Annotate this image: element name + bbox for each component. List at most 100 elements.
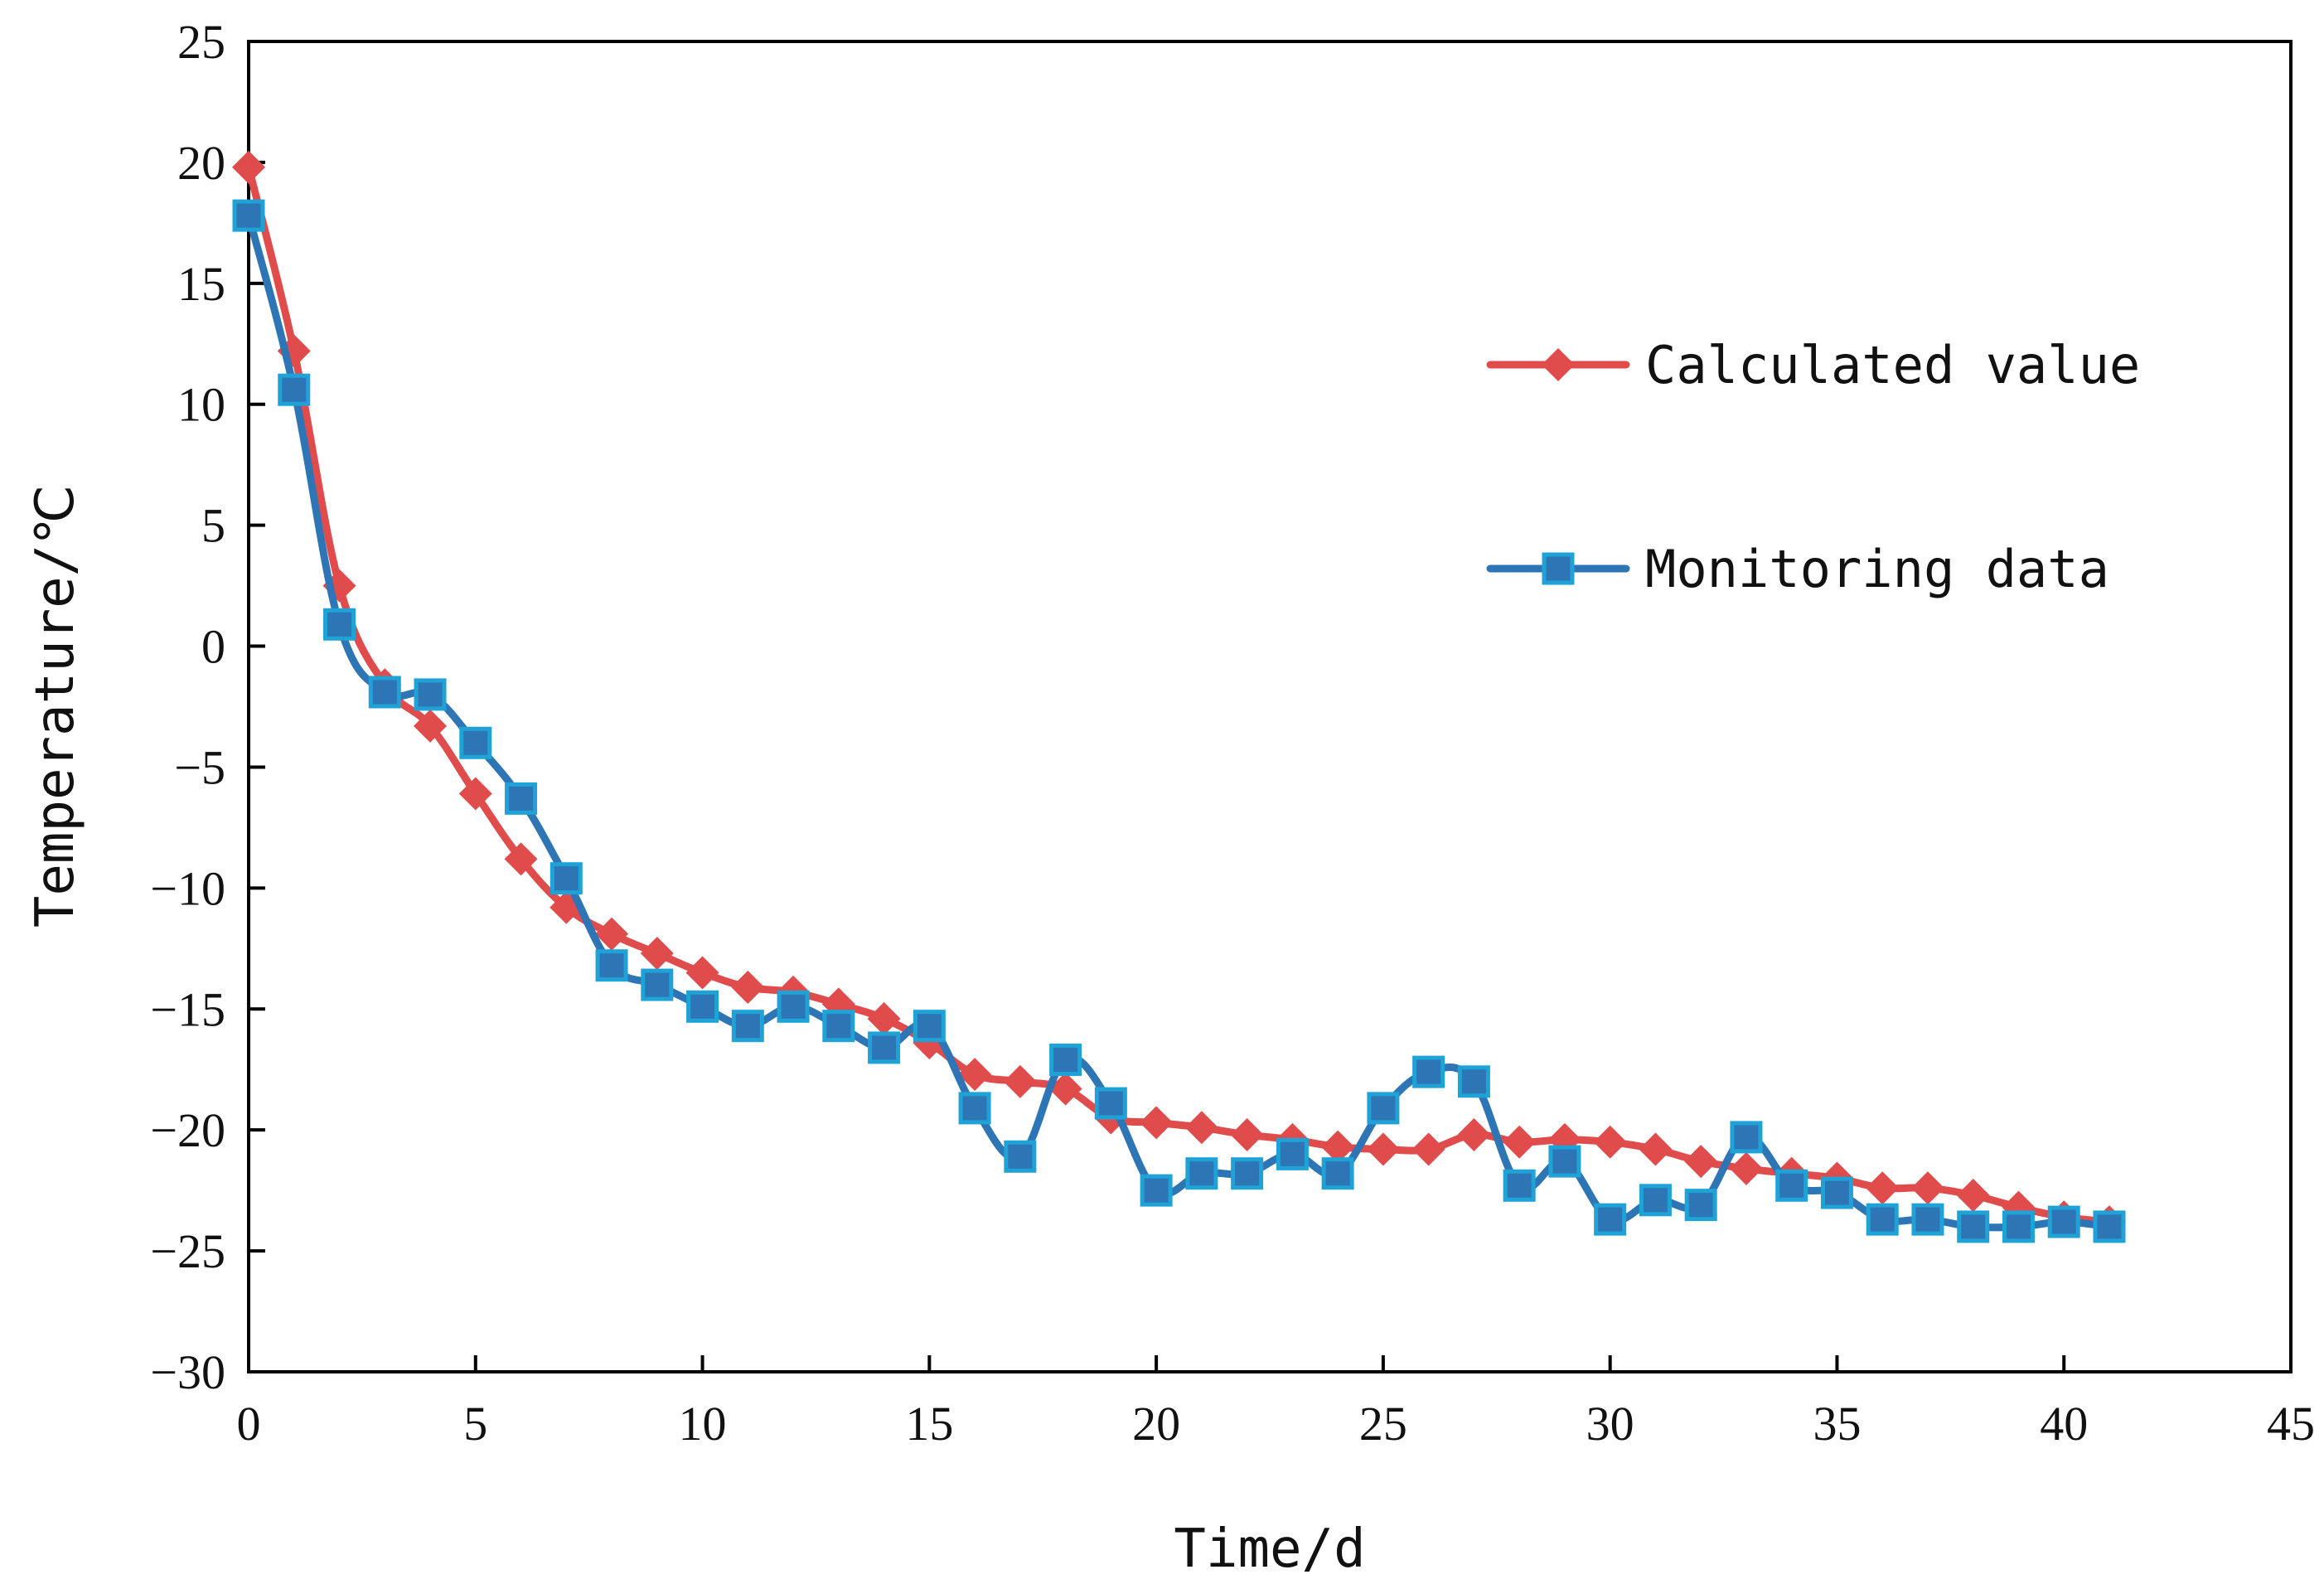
- data-point-square: [2093, 1210, 2126, 1243]
- data-point-diamond: [1503, 1125, 1537, 1159]
- y-tick-label: 25: [177, 15, 225, 69]
- data-point-square: [1094, 1087, 1127, 1120]
- data-point-diamond: [1729, 1151, 1763, 1185]
- data-point-diamond: [1003, 1064, 1037, 1098]
- data-point-square: [1185, 1157, 1218, 1190]
- data-point-square: [505, 782, 538, 815]
- data-point-square: [1684, 1189, 1717, 1222]
- x-tick-label: 5: [463, 1397, 487, 1451]
- y-axis-title: Temperature/℃: [25, 485, 86, 928]
- data-point-square: [459, 726, 492, 759]
- y-tick-label: −10: [150, 861, 225, 915]
- y-tick-label: 5: [201, 499, 225, 553]
- data-point-square: [1639, 1184, 1672, 1217]
- data-point-square: [278, 373, 311, 406]
- data-point-square: [777, 990, 810, 1023]
- data-point-diamond: [1910, 1171, 1944, 1205]
- data-point-square: [868, 1031, 901, 1064]
- data-point-diamond: [1048, 1072, 1082, 1106]
- x-tick-label: 0: [237, 1397, 261, 1451]
- data-point-diamond: [414, 709, 448, 743]
- y-tick-label: −5: [174, 740, 225, 794]
- data-point-diamond: [232, 150, 265, 184]
- data-point-square: [1594, 1203, 1627, 1236]
- data-point-diamond: [685, 956, 719, 990]
- y-tick-label: −25: [150, 1224, 225, 1278]
- data-point-square: [1548, 1145, 1581, 1178]
- data-point-diamond: [1321, 1130, 1355, 1164]
- data-point-diamond: [1956, 1178, 1990, 1212]
- plot-area-frame: [247, 40, 2293, 1373]
- y-tick-label: 0: [201, 620, 225, 674]
- data-point-square: [822, 1010, 855, 1043]
- data-point-square: [550, 862, 583, 895]
- data-point-square: [1820, 1176, 1853, 1209]
- data-point-diamond: [1411, 1132, 1445, 1166]
- data-point-square: [1866, 1203, 1899, 1236]
- x-tick-label: 15: [905, 1397, 953, 1451]
- data-point-square: [1231, 1157, 1264, 1190]
- x-tick-label: 45: [2267, 1397, 2315, 1451]
- data-point-square: [323, 608, 356, 641]
- legend-item-monitoring-data: Monitoring data: [1486, 539, 2109, 599]
- data-point-square: [1957, 1210, 1990, 1243]
- data-point-square: [2002, 1210, 2035, 1243]
- x-tick-label: 10: [679, 1397, 727, 1451]
- data-point-diamond: [1366, 1132, 1400, 1166]
- data-point-diamond: [504, 842, 538, 876]
- data-point-square: [368, 676, 401, 709]
- x-tick-label: 25: [1359, 1397, 1407, 1451]
- y-tick-label: 20: [177, 136, 225, 190]
- legend-marker: [1542, 552, 1575, 585]
- y-tick-label: −30: [150, 1345, 225, 1399]
- data-point-square: [731, 1010, 764, 1043]
- data-point-square: [1276, 1137, 1309, 1170]
- x-tick-label: 35: [1813, 1397, 1861, 1451]
- legend-label: Monitoring data: [1645, 539, 2109, 599]
- series-layer: [232, 150, 2126, 1243]
- y-tick-label: 10: [177, 378, 225, 432]
- data-point-square: [2047, 1205, 2080, 1238]
- data-point-diamond: [867, 1001, 901, 1035]
- legend-marker: [1542, 348, 1575, 381]
- data-point-square: [1911, 1203, 1944, 1236]
- data-point-square: [232, 199, 265, 232]
- data-point-square: [1004, 1140, 1037, 1173]
- data-point-square: [913, 1010, 946, 1043]
- data-point-square: [1503, 1169, 1536, 1202]
- data-point-diamond: [595, 917, 629, 951]
- y-tick-label: −20: [150, 1103, 225, 1157]
- data-point-square: [1140, 1174, 1173, 1207]
- data-point-square: [1775, 1169, 1808, 1202]
- data-point-square: [1321, 1157, 1354, 1190]
- data-point-square: [686, 990, 719, 1023]
- legend: Calculated value Monitoring data: [1486, 335, 2140, 599]
- data-point-diamond: [1140, 1106, 1174, 1140]
- data-point-diamond: [1639, 1132, 1673, 1166]
- x-tick-label: 40: [2040, 1397, 2088, 1451]
- y-tick-label: 15: [177, 257, 225, 311]
- data-point-diamond: [458, 777, 492, 811]
- legend-label: Calculated value: [1645, 335, 2140, 395]
- x-tick-label: 30: [1586, 1397, 1634, 1451]
- data-point-diamond: [1457, 1118, 1491, 1152]
- data-point-square: [595, 949, 628, 982]
- data-point-square: [1730, 1121, 1763, 1154]
- x-tick-label: 20: [1132, 1397, 1180, 1451]
- data-point-diamond: [958, 1058, 992, 1092]
- data-point-square: [641, 968, 674, 1001]
- legend-item-calculated-value: Calculated value: [1486, 335, 2140, 395]
- x-axis: 0 5 10 15 20 25 30 35 40 45: [237, 1355, 2315, 1451]
- data-point-square: [1412, 1055, 1445, 1088]
- data-point-diamond: [1593, 1125, 1627, 1159]
- data-point-diamond: [1866, 1171, 1900, 1205]
- data-point-square: [1367, 1092, 1400, 1125]
- data-point-diamond: [1230, 1118, 1264, 1152]
- data-point-diamond: [1184, 1111, 1218, 1145]
- y-axis: 25 20 15 10 5 0 −5 −10 −15 −20 −25 −30: [150, 15, 265, 1399]
- data-point-square: [414, 678, 447, 711]
- data-point-diamond: [640, 937, 674, 971]
- y-tick-label: −15: [150, 982, 225, 1036]
